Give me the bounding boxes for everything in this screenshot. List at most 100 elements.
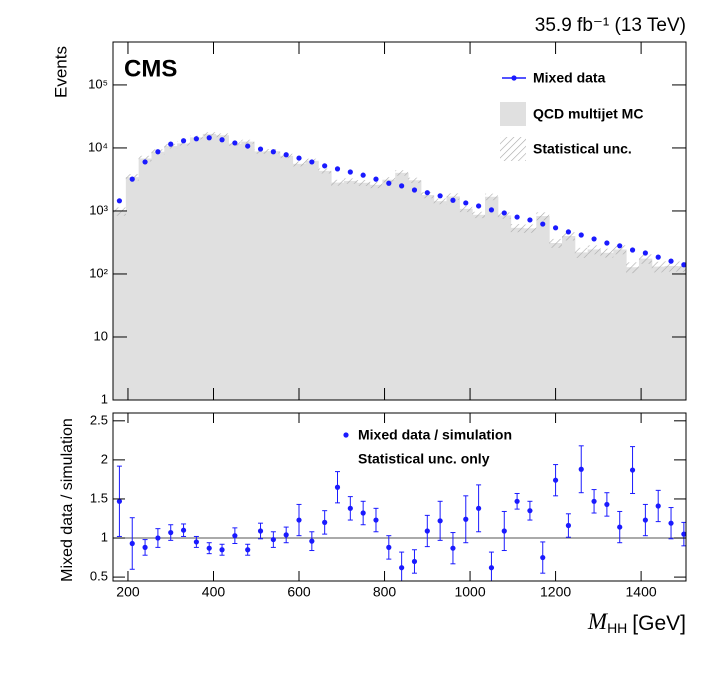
ratio-point	[155, 535, 161, 541]
mc-bar	[305, 160, 319, 400]
data-point	[565, 229, 572, 235]
x-label-subscript: HH	[607, 620, 627, 636]
mc-bar	[151, 151, 165, 400]
ratio-point	[411, 558, 418, 565]
y-tick-label: 1	[101, 391, 108, 406]
y-tick-label: 2	[101, 451, 108, 466]
mc-bar	[549, 243, 563, 400]
stat-unc-band	[536, 212, 550, 221]
data-point	[386, 180, 392, 186]
mc-bar	[292, 163, 306, 400]
ratio-point	[296, 517, 302, 523]
data-point	[501, 210, 507, 216]
stat-unc-band	[523, 224, 537, 233]
data-point	[283, 152, 289, 158]
data-point	[142, 159, 148, 165]
ratio-point	[681, 531, 686, 537]
mc-bar	[113, 211, 127, 400]
data-point	[488, 207, 495, 213]
ratio-point	[617, 524, 623, 530]
ratio-point	[232, 533, 238, 539]
mc-bar	[485, 196, 499, 400]
ratio-point	[116, 498, 123, 504]
stat-unc-band	[138, 155, 152, 162]
ratio-point	[514, 498, 520, 504]
experiment-label: CMS	[124, 55, 177, 82]
stat-unc-band	[177, 141, 190, 146]
x-label-symbol: M	[587, 609, 609, 634]
stat-unc-band	[369, 181, 383, 189]
data-point	[193, 136, 199, 142]
data-point	[668, 258, 674, 264]
data-point	[219, 137, 225, 143]
ratio-point	[142, 544, 148, 551]
data-point	[155, 149, 161, 155]
mc-bar	[266, 151, 281, 400]
stat-unc-band	[626, 262, 639, 274]
mc-bar	[651, 266, 666, 400]
data-point	[206, 135, 212, 141]
plot-frame	[112, 41, 687, 401]
data-point	[463, 200, 469, 206]
x-axis-label: MHH [GeV]	[587, 609, 686, 635]
y-tick-label: 10⁵	[88, 76, 108, 91]
ratio-point	[399, 565, 405, 571]
x-tick-label: 1200	[540, 584, 571, 600]
ratio-point	[578, 466, 584, 472]
mc-bar	[600, 252, 614, 400]
stat-unc-band	[459, 205, 473, 213]
ratio-point	[347, 505, 353, 511]
stat-unc-band	[318, 168, 332, 174]
mc-bar	[587, 249, 601, 400]
ratio-point	[565, 522, 572, 529]
ratio-point	[360, 510, 366, 516]
mc-bar	[382, 179, 396, 400]
mc-bar	[472, 214, 486, 400]
legend-swatch	[500, 102, 526, 126]
ratio-point	[283, 532, 289, 538]
ratio-point	[540, 554, 546, 561]
y-axis-label: Events	[51, 46, 70, 98]
mc-bar	[420, 195, 435, 400]
stat-unc-band	[343, 178, 357, 184]
data-point	[360, 172, 366, 178]
ratio-point	[334, 484, 341, 490]
y-tick-label: 2.5	[90, 412, 108, 427]
mc-bar	[613, 249, 627, 400]
data-point	[168, 141, 174, 147]
stat-unc-band	[587, 245, 601, 255]
ratio-point	[552, 477, 559, 483]
data-point	[347, 169, 353, 175]
stat-unc-band	[113, 207, 126, 216]
ratio-point	[501, 528, 507, 534]
mc-bar	[164, 146, 178, 400]
mc-bar	[664, 265, 678, 400]
mc-bar	[254, 151, 268, 400]
mc-bar	[202, 133, 217, 400]
data-point	[180, 138, 187, 144]
y-tick-label: 1	[101, 529, 108, 544]
data-point	[476, 203, 482, 209]
stat-unc-band	[433, 198, 447, 205]
ratio-plot	[113, 445, 686, 581]
ratio-annotation: Statistical unc. only	[358, 451, 490, 467]
data-point	[527, 217, 533, 223]
x-tick-label: 600	[287, 584, 311, 600]
data-point	[437, 193, 443, 199]
data-point	[552, 225, 559, 231]
x-tick-label: 800	[373, 584, 397, 600]
mc-bar	[369, 184, 383, 400]
mc-bar	[459, 208, 473, 400]
mc-bar	[677, 266, 686, 400]
ratio-point	[424, 528, 430, 534]
ratio-point	[604, 501, 610, 508]
ratio-point	[206, 545, 212, 551]
stat-unc-band	[446, 193, 460, 200]
mc-bar	[638, 258, 653, 400]
mc-bar	[318, 170, 332, 400]
data-point	[399, 183, 405, 189]
data-point	[681, 262, 686, 268]
data-point	[373, 176, 379, 182]
mc-bar	[523, 228, 537, 400]
